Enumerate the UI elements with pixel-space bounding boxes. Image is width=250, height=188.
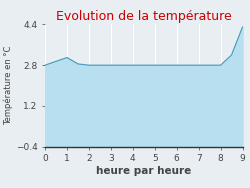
Y-axis label: Température en °C: Température en °C	[3, 46, 13, 125]
X-axis label: heure par heure: heure par heure	[96, 166, 192, 176]
Title: Evolution de la température: Evolution de la température	[56, 10, 232, 23]
